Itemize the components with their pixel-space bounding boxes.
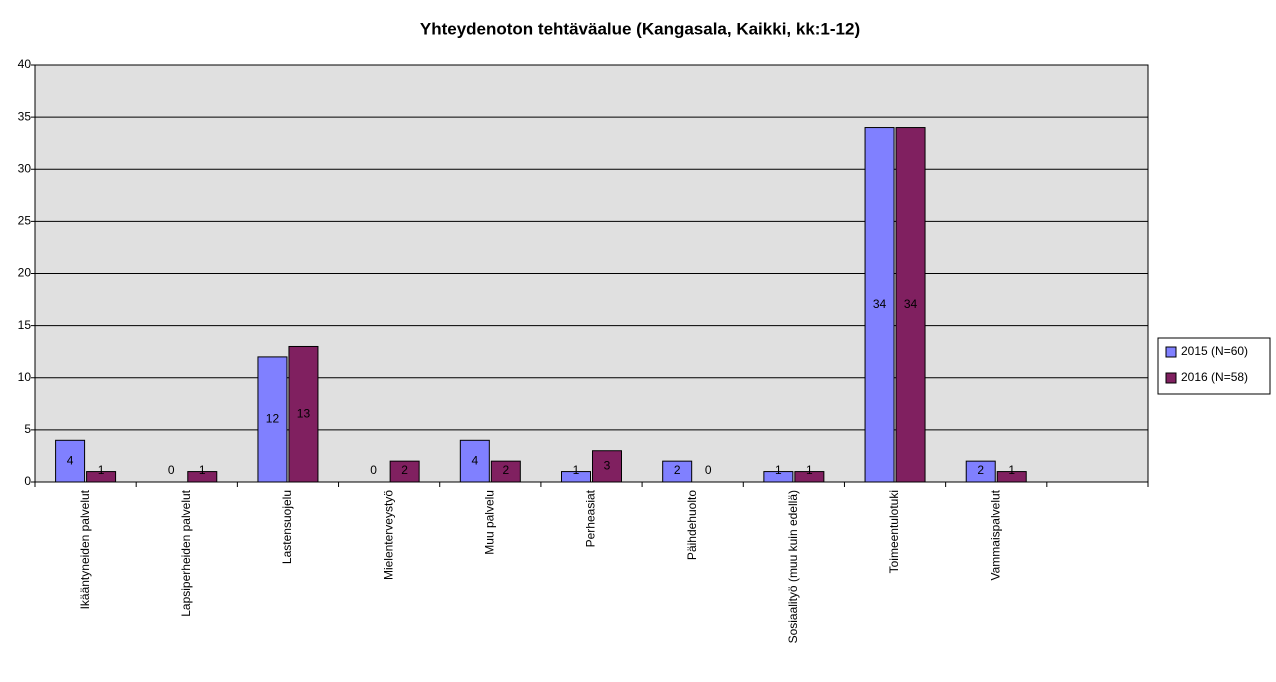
y-tick-label: 10 [18, 370, 32, 384]
legend-label: 2015 (N=60) [1181, 344, 1248, 358]
bar [86, 471, 117, 483]
bar [794, 471, 825, 483]
x-tick-label: Sosiaalityö (muu kuin edellä) [786, 490, 800, 643]
x-tick-label: Muu palvelu [482, 490, 496, 555]
data-label: 1 [806, 463, 813, 477]
data-label: 0 [168, 463, 175, 477]
bar [864, 127, 895, 483]
x-tick-label: Lapsiperheiden palvelut [179, 489, 193, 616]
bar [490, 460, 521, 483]
data-label: 2 [674, 463, 681, 477]
data-label: 4 [471, 453, 478, 467]
bar [55, 439, 86, 483]
bar [763, 471, 794, 483]
y-tick-label: 40 [18, 57, 32, 71]
x-tick-label: Ikääntyneiden palvelut [78, 489, 92, 609]
x-tick-label: Lastensuojelu [280, 490, 294, 564]
bar [662, 460, 693, 483]
data-label: 1 [199, 463, 206, 477]
legend-swatch [1165, 372, 1177, 384]
data-label: 12 [266, 412, 280, 426]
y-tick-label: 30 [18, 161, 32, 175]
data-label: 0 [370, 463, 377, 477]
x-tick-label: Mielenterveystyö [381, 490, 395, 580]
data-label: 1 [98, 463, 105, 477]
data-label: 2 [502, 463, 509, 477]
data-label: 4 [67, 453, 74, 467]
data-label: 1 [775, 463, 782, 477]
x-tick-label: Päihdehuolto [685, 490, 699, 560]
legend-label: 2016 (N=58) [1181, 370, 1248, 384]
plot-border [34, 64, 1149, 483]
bar [996, 471, 1027, 483]
bar [389, 460, 420, 483]
data-label: 0 [705, 463, 712, 477]
bar [561, 471, 591, 483]
legend-box [1157, 337, 1271, 395]
bar [895, 127, 926, 483]
data-label: 13 [297, 406, 311, 420]
bar [965, 460, 996, 483]
chart-title: Yhteydenoton tehtäväalue (Kangasala, Kai… [420, 19, 860, 38]
y-tick-label: 20 [18, 266, 32, 280]
bar [288, 345, 319, 483]
x-tick-label: Toimeentulotuki [887, 490, 901, 573]
bar [257, 356, 288, 483]
y-tick-label: 0 [24, 474, 31, 488]
y-tick-label: 35 [18, 109, 32, 123]
data-label: 3 [604, 459, 611, 473]
x-tick-label: Vammaispalvelut [988, 489, 1002, 580]
data-label: 2 [401, 463, 408, 477]
data-label: 34 [904, 297, 918, 311]
data-label: 1 [1008, 463, 1015, 477]
data-label: 1 [573, 463, 580, 477]
y-tick-label: 15 [18, 318, 32, 332]
y-tick-label: 5 [24, 422, 31, 436]
y-tick-label: 25 [18, 214, 32, 228]
data-label: 2 [977, 463, 984, 477]
bar [187, 471, 218, 483]
bar [592, 450, 622, 483]
bar [459, 439, 490, 483]
x-tick-label: Perheasiat [584, 489, 598, 547]
legend-swatch [1165, 346, 1177, 358]
data-label: 34 [873, 297, 887, 311]
